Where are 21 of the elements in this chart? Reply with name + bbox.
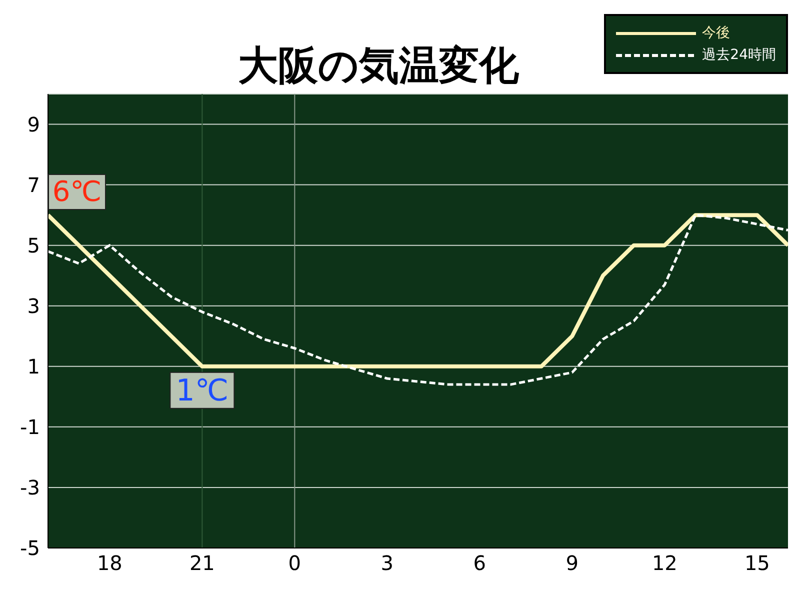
- y-tick-label: -5: [20, 536, 40, 560]
- y-tick-label: -3: [20, 476, 40, 500]
- x-tick-label: 15: [744, 551, 770, 576]
- x-tick-label: 0: [288, 551, 302, 576]
- text: 今後: [702, 24, 730, 42]
- y-tick-label: 5: [27, 233, 40, 258]
- annotation: 1℃: [176, 373, 229, 408]
- chart-title: 大阪の気温変化: [238, 42, 519, 91]
- annotation: 6℃: [48, 174, 106, 210]
- x-tick-label: 18: [96, 551, 122, 576]
- x-tick-label: 9: [566, 551, 579, 576]
- y-tick-label: 3: [27, 294, 40, 318]
- x-tick-label: 3: [380, 551, 394, 576]
- y-tick-label: 1: [27, 354, 40, 378]
- x-tick-label: 12: [652, 551, 678, 576]
- y-tick-label: 9: [27, 112, 40, 136]
- y-tick-label: 7: [27, 172, 40, 197]
- x-tick-label: 21: [189, 551, 215, 576]
- y-tick-label: -1: [20, 415, 40, 440]
- x-tick-label: 6: [473, 551, 486, 576]
- text: 過去24時間: [702, 46, 776, 64]
